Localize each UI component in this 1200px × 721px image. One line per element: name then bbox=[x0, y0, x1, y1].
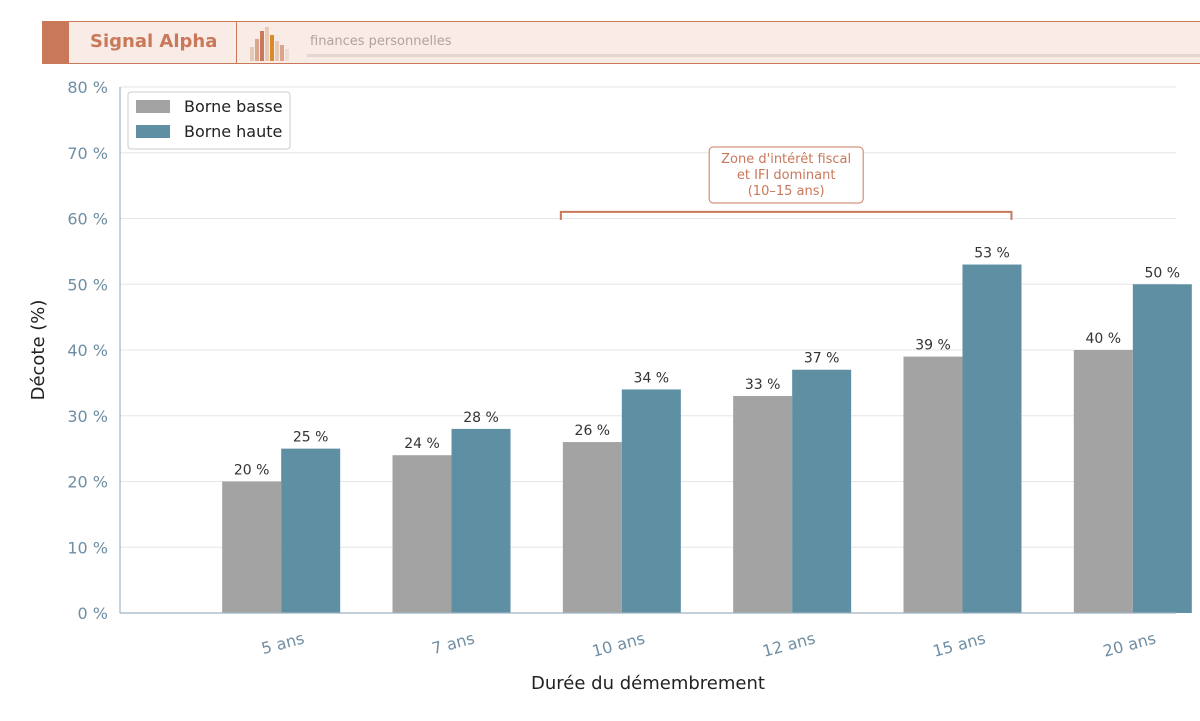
data-label: 53 % bbox=[974, 246, 1010, 262]
bar bbox=[222, 481, 282, 613]
bar-chart: 0 % 10 % 20 % 30 % 40 % 50 % 60 % 70 % 80 % 20 %… bbox=[28, 78, 1192, 694]
y-axis-ticks: 0 % 10 % 20 % 30 % 40 % 50 % 60 % 70 % 80 % bbox=[67, 78, 108, 623]
legend: Borne basse Borne haute bbox=[127, 91, 291, 150]
bar bbox=[733, 396, 793, 613]
header-bar: Signal Alpha finances personnelles bbox=[42, 21, 1200, 64]
header-subtitle: finances personnelles bbox=[310, 34, 452, 49]
x-axis-label: Durée du démembrement bbox=[531, 673, 765, 694]
x-tick-label: 5 ans bbox=[259, 629, 306, 659]
data-label: 33 % bbox=[745, 377, 781, 393]
data-label: 40 % bbox=[1086, 331, 1122, 347]
y-tick-label: 0 % bbox=[78, 604, 108, 623]
data-label: 25 % bbox=[293, 430, 329, 446]
data-label: 28 % bbox=[463, 410, 499, 426]
y-axis-label: Décote (%) bbox=[28, 300, 49, 401]
y-tick-label: 30 % bbox=[67, 407, 108, 426]
brand-color-block bbox=[42, 22, 69, 63]
data-label: 34 % bbox=[634, 370, 670, 386]
y-tick-label: 60 % bbox=[67, 210, 108, 229]
bar bbox=[792, 369, 852, 613]
bar bbox=[962, 264, 1022, 613]
y-tick-label: 50 % bbox=[67, 275, 108, 294]
bar bbox=[562, 442, 622, 613]
annotation-bracket bbox=[559, 210, 1013, 220]
y-tick-label: 10 % bbox=[67, 538, 108, 557]
legend-label: Borne haute bbox=[184, 122, 282, 141]
books-bar-logo-icon bbox=[250, 27, 289, 61]
bar bbox=[1073, 350, 1133, 613]
bars: 20 % 25 % 24 % 28 % 26 % 34 % 33 % 37 % 39 % 53 %… bbox=[222, 246, 1192, 613]
brand-name: Signal Alpha bbox=[90, 31, 218, 52]
x-tick-label: 20 ans bbox=[1101, 629, 1158, 661]
header-divider bbox=[236, 22, 237, 63]
x-tick-label: 10 ans bbox=[590, 629, 647, 661]
annotation-text: (10–15 ans) bbox=[748, 184, 825, 199]
x-axis-ticks: 5 ans 7 ans 10 ans 12 ans 15 ans 20 ans bbox=[259, 629, 1158, 661]
legend-label: Borne basse bbox=[184, 97, 283, 116]
data-label: 20 % bbox=[234, 463, 270, 479]
y-tick-label: 40 % bbox=[67, 341, 108, 360]
bar bbox=[451, 428, 511, 613]
data-label: 50 % bbox=[1145, 265, 1181, 281]
x-tick-label: 12 ans bbox=[760, 629, 817, 661]
bar bbox=[392, 455, 452, 613]
header-underline bbox=[307, 54, 1200, 57]
data-label: 26 % bbox=[575, 423, 611, 439]
bar bbox=[621, 389, 681, 613]
x-tick-label: 15 ans bbox=[931, 629, 988, 661]
legend-swatch bbox=[136, 125, 170, 138]
legend-swatch bbox=[136, 100, 170, 113]
annotation-text: Zone d'intérêt fiscal bbox=[721, 152, 851, 167]
data-label: 24 % bbox=[404, 436, 440, 452]
data-label: 39 % bbox=[915, 338, 951, 354]
y-tick-label: 20 % bbox=[67, 473, 108, 492]
y-tick-label: 80 % bbox=[67, 78, 108, 97]
data-label: 37 % bbox=[804, 351, 840, 367]
bar bbox=[903, 356, 963, 613]
bar bbox=[1132, 284, 1192, 613]
annotation-text: et IFI dominant bbox=[737, 168, 836, 183]
annotation-box bbox=[708, 146, 864, 204]
y-tick-label: 70 % bbox=[67, 144, 108, 163]
x-tick-label: 7 ans bbox=[430, 629, 477, 659]
bar bbox=[281, 448, 341, 613]
